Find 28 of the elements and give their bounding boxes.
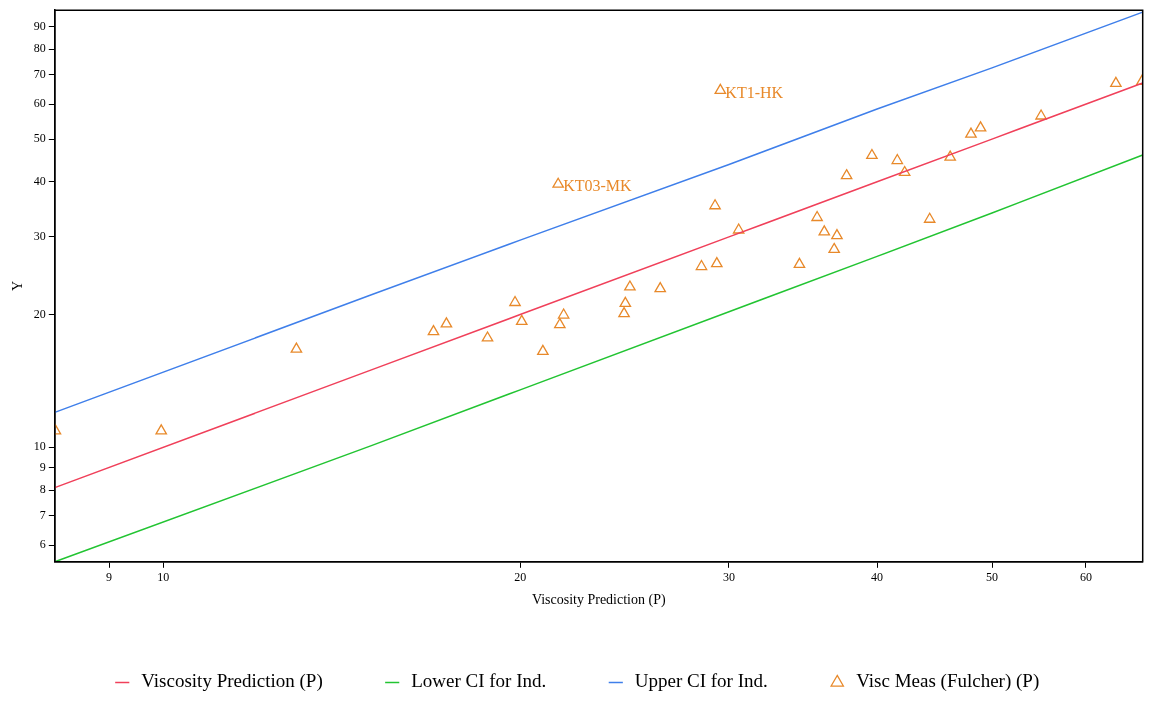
legend-label: Lower CI for Ind.	[411, 670, 547, 692]
annotation: KT03-MK	[563, 177, 633, 195]
x-tick-label: 20	[514, 570, 527, 585]
x-axis-title: Viscosity Prediction (P)	[531, 592, 666, 609]
x-tick-label: 50	[986, 570, 998, 585]
y-tick-label: 20	[33, 306, 46, 321]
y-tick-label: 30	[33, 229, 46, 244]
y-tick-label: 6	[39, 537, 46, 552]
x-tick-label: 30	[722, 570, 735, 585]
annotation: KT1-HK	[725, 83, 784, 101]
x-tick-label: 9	[106, 570, 113, 585]
x-tick-label: 40	[871, 570, 884, 585]
y-tick-label: 8	[39, 482, 46, 497]
y-tick-label: 9	[39, 459, 46, 474]
y-axis-title: Y	[10, 280, 26, 292]
y-tick-label: 80	[33, 41, 46, 56]
legend-label: Visc Meas (Fulcher) (P)	[856, 670, 1040, 693]
x-tick-label: 60	[1079, 570, 1092, 585]
y-tick-label: 60	[33, 96, 46, 111]
y-tick-label: 50	[33, 131, 46, 146]
y-tick-label: 90	[33, 18, 46, 33]
y-tick-label: 10	[33, 439, 46, 454]
legend-label: Viscosity Prediction (P)	[141, 670, 323, 693]
legend-label: Upper CI for Ind.	[634, 670, 768, 692]
y-tick-label: 7	[39, 507, 46, 522]
x-tick-label: 10	[157, 570, 170, 585]
y-tick-label: 70	[33, 66, 46, 81]
y-tick-label: 40	[33, 173, 46, 188]
